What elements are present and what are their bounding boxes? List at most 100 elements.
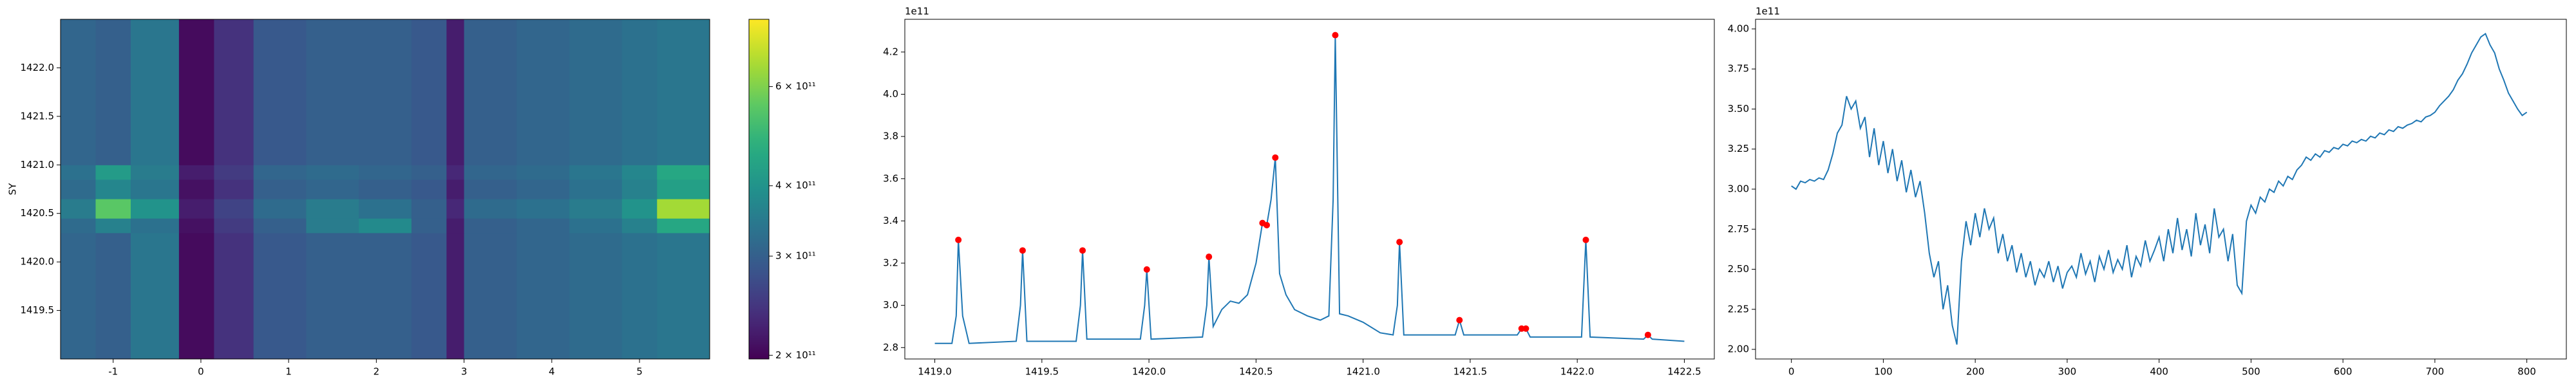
heatmap-cell [306,199,359,219]
peak-marker [1644,331,1651,338]
offset-text: 1e11 [905,6,929,17]
heatmap-cell [253,179,307,199]
heatmap-cell [411,165,447,180]
heatmap-cell [516,232,570,360]
heatmap-cell [621,165,658,180]
x-tick-label: 800 [2517,366,2536,378]
x-tick-label: 100 [1874,366,1893,378]
x-tick-label: 400 [2150,366,2168,378]
y-tick-label: 3.8 [883,131,898,142]
heatmap-cell [464,19,517,165]
x-tick-label: 1422.0 [1560,366,1595,378]
y-tick-label: 1421.5 [21,110,55,122]
heatmap-cell [95,179,131,199]
heatmap-cell [569,218,623,234]
heatmap-cell [130,179,180,199]
peak-marker [1263,221,1270,228]
y-tick-label: 1421.0 [21,159,55,170]
heatmap-cell [621,232,658,360]
y-tick-label: 2.00 [1728,344,1749,355]
heatmap-cell [569,165,623,180]
heatmap-cell [178,232,214,360]
x-tick-label: 300 [2058,366,2077,378]
y-tick-label: 2.75 [1728,223,1749,235]
y-tick-label: 3.0 [883,299,898,311]
heatmap-cell [61,19,96,165]
y-tick-label: 2.50 [1728,263,1749,275]
y-tick-label: 3.00 [1728,183,1749,195]
heatmap-cell [178,165,214,180]
x-tick-label: 600 [2334,366,2353,378]
y-tick-label: 3.25 [1728,143,1749,154]
colorbar-tick-label: 2 × 10¹¹ [775,349,816,361]
x-tick-label: 2 [374,366,380,378]
heatmap-cell [306,19,359,165]
heatmap-cell [621,218,658,234]
heatmap-cell [214,179,254,199]
heatmap-cell [446,232,465,360]
axes-frame [904,19,1715,360]
heatmap-cell [621,179,658,199]
heatmap-cell [306,232,359,360]
heatmap-cell [411,218,447,234]
peak-marker [1079,247,1086,254]
heatmap-cell [411,179,447,199]
y-tick-label: 1422.0 [21,62,55,73]
heatmap-cell [306,179,359,199]
heatmap-cell [130,218,180,234]
heatmap-cell [516,179,570,199]
heatmap-cell [61,179,96,199]
heatmap-cell [253,19,307,165]
heatmap-cell [464,232,517,360]
x-tick-label: 1419.0 [918,366,952,378]
heatmap-cell [306,218,359,234]
colorbar-tick-label: 3 × 10¹¹ [775,250,816,262]
heatmap-cell [359,232,412,360]
heatmap-cell [657,179,710,199]
data-line [1791,32,2528,345]
heatmap-cell [253,218,307,234]
heatmap-cell [253,199,307,219]
heatmap-cell [446,199,465,219]
heatmap-cell [657,218,710,234]
heatmap-cell [214,165,254,180]
heatmap-cell [253,232,307,360]
heatmap-cell [130,232,180,360]
y-tick-label: 3.4 [883,215,898,226]
heatmap-cell [359,179,412,199]
colorbar [748,19,770,360]
peak-marker [1332,32,1339,39]
y-tick-label: 3.2 [883,257,898,269]
y-tick-label: 2.25 [1728,303,1749,315]
heatmap-cell [95,165,131,180]
heatmap-cell [446,179,465,199]
x-tick-label: 1 [285,366,292,378]
heatmap-cell [657,232,710,360]
y-tick-label: 4.00 [1728,23,1749,34]
heatmap-cell [464,199,517,219]
x-tick-label: 1419.5 [1025,366,1059,378]
heatmap-cell [411,19,447,165]
heatmap-cell [214,218,254,234]
y-tick-label: 3.50 [1728,103,1749,115]
x-tick-label: 1420.5 [1239,366,1273,378]
heatmap-cell [61,199,96,219]
axes-frame [60,19,710,360]
x-tick-label: 700 [2426,366,2445,378]
heatmap-cell [446,19,465,165]
y-tick-label: 2.8 [883,342,898,353]
heatmap-cell [95,199,131,219]
x-tick-label: 1421.0 [1346,366,1380,378]
axes-frame [1755,19,2567,360]
heatmap-cell [214,19,254,165]
heatmap-cell [178,199,214,219]
heatmap-cell [214,232,254,360]
heatmap-cell [446,218,465,234]
heatmap-cell [130,199,180,219]
x-tick-label: 1421.5 [1454,366,1488,378]
x-tick-label: 3 [461,366,468,378]
heatmap-cell [446,165,465,180]
heatmap-cell [130,19,180,165]
y-tick-label: 3.6 [883,172,898,184]
